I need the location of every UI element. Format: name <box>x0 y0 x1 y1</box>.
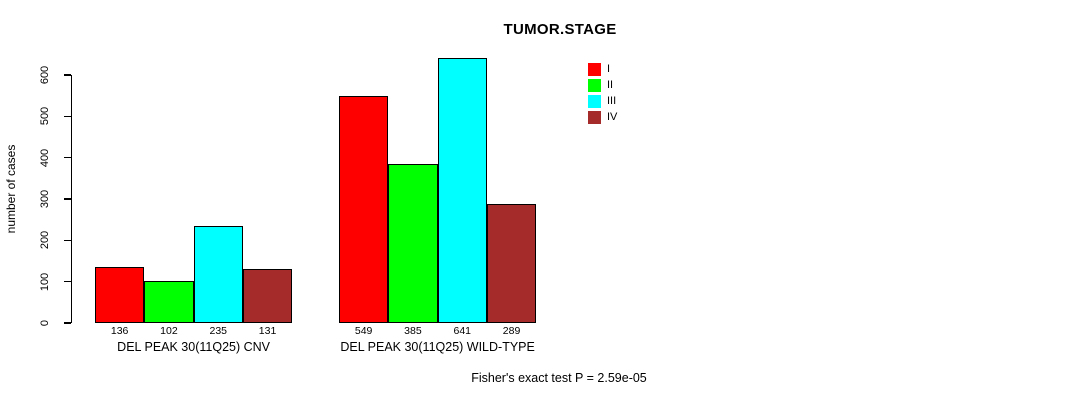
legend-row: III <box>588 95 617 109</box>
legend-swatch-II <box>588 79 601 93</box>
bar-IV-group2 <box>486 203 537 323</box>
chart-title: TUMOR.STAGE <box>503 21 617 38</box>
legend-label: IV <box>607 111 618 124</box>
y-tick <box>64 198 71 200</box>
y-tick <box>64 280 71 283</box>
bar-I-group1 <box>95 266 145 323</box>
y-tick-label: 0 <box>39 319 51 327</box>
y-tick <box>64 115 71 118</box>
bar-II-group1 <box>144 280 194 323</box>
group-label: DEL PEAK 30(11Q25) CNV <box>117 340 271 354</box>
legend-label: III <box>607 95 617 108</box>
bar-value-label: 136 <box>110 325 129 337</box>
bar-II-group2 <box>388 163 438 323</box>
y-tick <box>64 239 71 242</box>
bar-value-label: 131 <box>258 325 277 337</box>
legend-label: I <box>607 63 611 76</box>
fisher-note: Fisher's exact test P = 2.59e-05 <box>471 371 647 385</box>
bar-value-label: 549 <box>354 325 373 337</box>
legend: I II III IV <box>588 63 617 125</box>
bar-value-label: 289 <box>502 325 521 337</box>
bar-value-label: 102 <box>160 325 178 337</box>
y-tick <box>64 74 71 76</box>
y-tick <box>64 156 71 159</box>
legend-row: I <box>588 63 617 77</box>
y-axis-label: number of cases <box>4 144 18 234</box>
legend-label: II <box>607 79 614 92</box>
legend-swatch-I <box>588 63 601 77</box>
legend-swatch-III <box>588 95 601 109</box>
y-axis-line <box>71 75 73 323</box>
y-tick <box>64 322 71 324</box>
bar-III-group1 <box>193 225 243 323</box>
y-tick-label: 100 <box>39 272 51 291</box>
bar-III-group2 <box>437 58 487 323</box>
bar-value-label: 641 <box>453 325 472 337</box>
bar-value-label: 235 <box>209 325 228 337</box>
bar-IV-group1 <box>242 268 293 323</box>
y-tick-label: 600 <box>39 65 51 85</box>
legend-row: IV <box>588 111 617 125</box>
group-label: DEL PEAK 30(11Q25) WILD-TYPE <box>340 340 535 354</box>
legend-row: II <box>588 79 617 93</box>
bar-value-label: 385 <box>404 325 422 337</box>
bar-I-group2 <box>339 96 389 323</box>
legend-swatch-IV <box>588 111 601 125</box>
y-tick-label: 400 <box>39 148 51 167</box>
y-tick-label: 500 <box>39 107 51 126</box>
y-tick-label: 300 <box>39 189 51 209</box>
y-tick-label: 200 <box>39 231 51 250</box>
